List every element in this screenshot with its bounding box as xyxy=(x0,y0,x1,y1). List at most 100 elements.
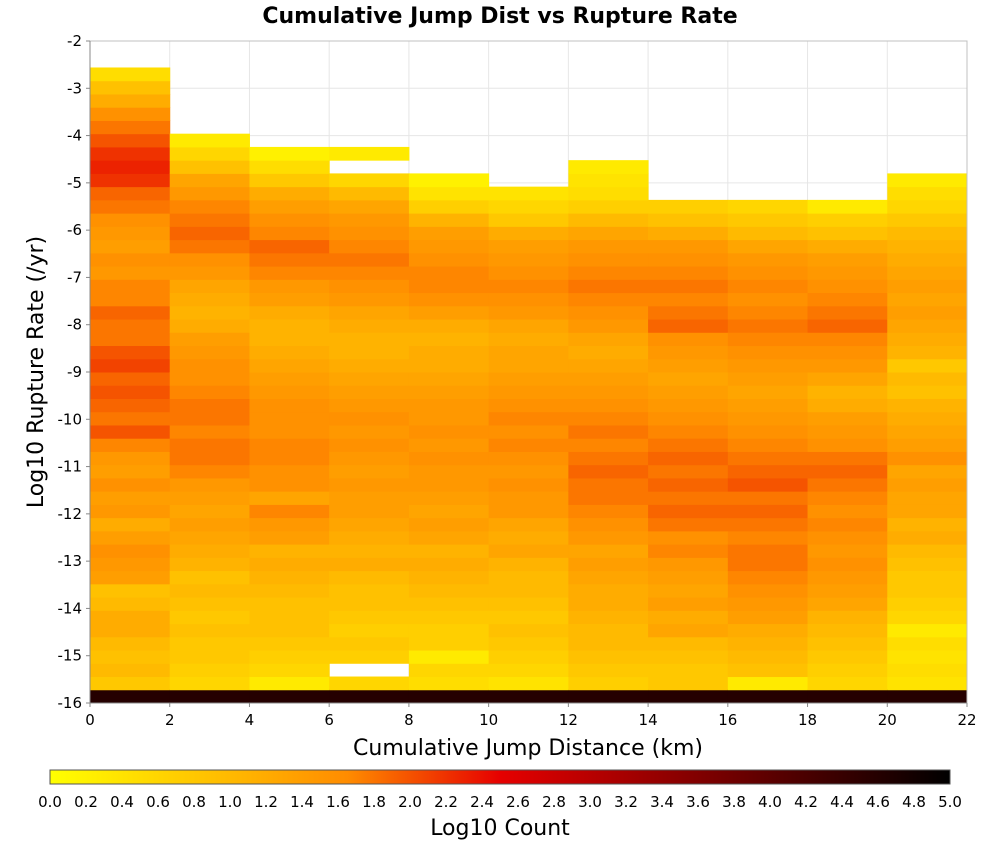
heatmap-cell xyxy=(408,292,490,307)
heatmap-cell xyxy=(249,689,330,704)
heatmap-cell xyxy=(807,239,888,254)
heatmap-cell xyxy=(90,213,171,227)
heatmap-cell xyxy=(249,504,330,519)
heatmap-cell xyxy=(727,689,809,704)
heatmap-cell xyxy=(807,636,888,651)
heatmap-cell xyxy=(169,345,250,360)
heatmap-cell xyxy=(648,663,729,678)
y-tick-label: -14 xyxy=(58,599,83,617)
heatmap-cell xyxy=(249,372,330,386)
heatmap-cell xyxy=(408,358,490,373)
heatmap-cell xyxy=(727,226,809,241)
heatmap-cell xyxy=(329,252,410,267)
heatmap-cell xyxy=(807,583,888,598)
heatmap-cell xyxy=(90,345,171,360)
heatmap-cell xyxy=(488,583,569,598)
heatmap-cell xyxy=(887,438,968,452)
heatmap-cell xyxy=(169,319,250,333)
heatmap-cell xyxy=(648,292,729,307)
heatmap-cell xyxy=(249,464,330,479)
heatmap-cell xyxy=(727,570,809,585)
heatmap-cell xyxy=(727,292,809,307)
x-tick-label: 16 xyxy=(718,711,737,729)
heatmap-cell xyxy=(807,464,888,479)
heatmap-cell xyxy=(169,504,250,519)
heatmap-cell xyxy=(249,650,330,664)
heatmap-cell xyxy=(648,252,729,267)
heatmap-cell xyxy=(727,252,809,267)
heatmap-cell xyxy=(807,530,888,545)
heatmap-cell xyxy=(169,689,250,704)
heatmap-cell xyxy=(249,319,330,333)
colorbar-tick-label: 1.6 xyxy=(326,793,350,811)
heatmap-cell xyxy=(887,517,968,532)
heatmap-cell xyxy=(887,226,968,241)
heatmap-cell xyxy=(408,424,490,439)
heatmap-cell xyxy=(90,239,171,254)
heatmap-cell xyxy=(169,332,250,347)
heatmap-cell xyxy=(727,239,809,254)
heatmap-cell xyxy=(568,319,649,333)
heatmap-cell xyxy=(408,530,490,545)
heatmap-cell xyxy=(648,636,729,651)
heatmap-cell xyxy=(249,266,330,280)
heatmap-cell xyxy=(568,517,649,532)
heatmap-cell xyxy=(329,398,410,413)
heatmap-cell xyxy=(329,623,410,638)
heatmap-cell xyxy=(807,689,888,704)
heatmap-cell xyxy=(329,504,410,519)
heatmap-cell xyxy=(169,372,250,386)
colorbar-tick-label: 3.6 xyxy=(686,793,710,811)
heatmap-cell xyxy=(648,411,729,426)
heatmap-cell xyxy=(249,583,330,598)
heatmap-cell xyxy=(329,319,410,333)
heatmap-cell xyxy=(568,424,649,439)
heatmap-cell xyxy=(169,544,250,558)
heatmap-cell xyxy=(648,279,729,294)
y-tick-label: -16 xyxy=(58,694,83,712)
heatmap-cell xyxy=(488,345,569,360)
colorbar: 0.0 0.2 0.4 0.6 0.8 1.0 1.2 1.4 1.6 1.8 2.0 2.2 2.4 2… xyxy=(38,769,962,841)
heatmap-cell xyxy=(488,305,569,320)
x-tick-label: 2 xyxy=(165,711,175,729)
heatmap-cell xyxy=(90,676,171,691)
heatmap-cell xyxy=(807,332,888,347)
heatmap-cell xyxy=(488,252,569,267)
heatmap-cell xyxy=(169,226,250,241)
colorbar-tick-label: 0.4 xyxy=(110,793,134,811)
heatmap-cell xyxy=(887,292,968,307)
heatmap-cell xyxy=(408,570,490,585)
heatmap-cell xyxy=(727,451,809,466)
heatmap-cell xyxy=(169,305,250,320)
x-tick-label: 10 xyxy=(479,711,498,729)
heatmap-cell xyxy=(488,186,569,201)
heatmap-cell xyxy=(488,517,569,532)
heatmap-cell xyxy=(249,610,330,625)
heatmap-cell xyxy=(249,385,330,399)
heatmap-cell xyxy=(727,372,809,386)
heatmap-cell xyxy=(408,385,490,399)
heatmap-cell xyxy=(408,544,490,558)
heatmap-cell xyxy=(249,252,330,267)
heatmap-cell xyxy=(408,199,490,214)
heatmap-cell xyxy=(648,239,729,254)
heatmap-cell xyxy=(90,530,171,545)
heatmap-cell xyxy=(408,332,490,347)
heatmap-cell xyxy=(727,199,809,214)
heatmap-cell xyxy=(90,517,171,532)
heatmap-cell xyxy=(568,597,649,611)
heatmap-cell xyxy=(648,438,729,452)
heatmap-cell xyxy=(887,213,968,227)
heatmap-cell xyxy=(90,385,171,399)
heatmap-cell xyxy=(90,650,171,664)
x-tick-label: 22 xyxy=(957,711,976,729)
heatmap-cell xyxy=(887,266,968,280)
heatmap-cell xyxy=(90,398,171,413)
heatmap-cell xyxy=(727,438,809,452)
heatmap-cell xyxy=(887,332,968,347)
heatmap-cell xyxy=(568,557,649,572)
heatmap-cell xyxy=(807,477,888,492)
heatmap-cell xyxy=(249,160,330,174)
heatmap-cell xyxy=(887,372,968,386)
heatmap-cell xyxy=(648,583,729,598)
